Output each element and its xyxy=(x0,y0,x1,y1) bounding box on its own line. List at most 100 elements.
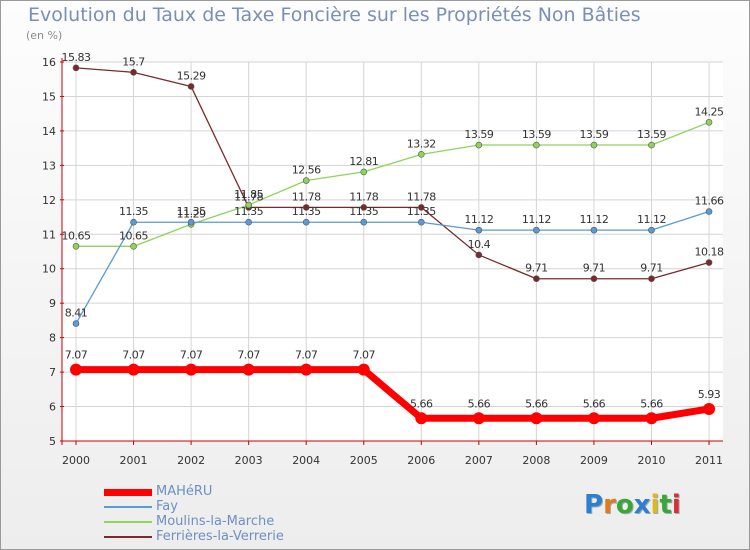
data-label: 15.7 xyxy=(122,55,145,68)
data-label: 11.85 xyxy=(234,188,263,201)
data-label: 13.32 xyxy=(407,137,436,150)
data-point xyxy=(590,141,598,149)
y-tick-label: 8 xyxy=(49,332,56,345)
data-point xyxy=(187,218,195,226)
x-tick-label: 2003 xyxy=(235,454,263,467)
y-tick-label: 16 xyxy=(42,56,56,69)
x-tick-label: 2007 xyxy=(465,454,493,467)
data-label: 15.29 xyxy=(177,69,206,82)
data-point xyxy=(302,204,310,211)
data-label: 11.12 xyxy=(522,213,551,226)
logo-letter: o xyxy=(615,490,634,520)
y-tick-label: 11 xyxy=(42,228,56,241)
y-tick-label: 14 xyxy=(42,125,56,138)
data-label: 13.59 xyxy=(637,128,666,141)
data-label: 5.66 xyxy=(640,397,663,410)
y-tick-label: 10 xyxy=(42,263,56,276)
data-label: 11.78 xyxy=(407,190,436,203)
data-label: 11.35 xyxy=(349,205,378,218)
plot-area xyxy=(62,62,723,441)
data-label: 7.07 xyxy=(122,349,145,362)
data-label: 5.66 xyxy=(410,397,433,410)
logo-letter: P xyxy=(584,490,604,520)
data-label: 11.29 xyxy=(177,207,206,220)
data-point xyxy=(300,363,313,376)
data-point xyxy=(360,218,368,226)
logo-letter: i xyxy=(671,490,681,520)
data-label: 12.81 xyxy=(349,155,378,168)
data-label: 11.35 xyxy=(177,205,206,218)
legend-swatch-maheru xyxy=(104,489,152,496)
data-label: 5.93 xyxy=(698,388,721,401)
legend-label: Fay xyxy=(156,499,178,514)
data-label: 13.59 xyxy=(464,128,493,141)
data-point xyxy=(302,218,310,226)
data-point xyxy=(590,226,598,234)
data-label: 11.66 xyxy=(695,195,724,208)
data-label: 5.66 xyxy=(583,397,606,410)
y-tick-label: 13 xyxy=(42,159,56,172)
data-point xyxy=(70,363,82,376)
data-point xyxy=(127,363,140,376)
data-point xyxy=(648,141,655,149)
logo-letter: i xyxy=(650,490,660,520)
data-label: 5.66 xyxy=(468,397,491,410)
legend-label: Moulins-la-Marche xyxy=(156,514,275,529)
data-label: 7.07 xyxy=(353,349,376,362)
data-label: 7.07 xyxy=(65,349,88,362)
data-point xyxy=(705,259,713,266)
y-tick-label: 9 xyxy=(49,297,56,310)
data-label: 13.59 xyxy=(579,128,608,141)
data-label: 11.12 xyxy=(579,213,608,226)
x-tick-label: 2004 xyxy=(292,454,320,467)
x-tick-label: 2006 xyxy=(407,454,435,467)
data-label: 13.59 xyxy=(522,128,551,141)
series-line-0 xyxy=(76,366,710,422)
data-point xyxy=(130,218,137,226)
data-point xyxy=(705,208,713,215)
data-point xyxy=(648,226,655,234)
data-label: 9.71 xyxy=(583,262,606,275)
data-point xyxy=(72,64,80,72)
data-point xyxy=(703,402,716,415)
data-label: 11.35 xyxy=(292,205,321,218)
x-tick-label: 2008 xyxy=(522,454,550,467)
data-point xyxy=(417,151,425,158)
data-label: 11.35 xyxy=(234,205,263,218)
proxiti-logo: Proxiti xyxy=(584,490,681,520)
data-point xyxy=(472,412,485,425)
data-point xyxy=(187,83,195,90)
data-label: 9.71 xyxy=(640,262,663,275)
data-label: 9.71 xyxy=(525,262,548,275)
data-label: 7.07 xyxy=(180,349,203,362)
data-point xyxy=(530,412,543,425)
data-point xyxy=(590,275,598,283)
data-point xyxy=(302,177,310,184)
data-point xyxy=(417,218,425,226)
x-tick-label: 2009 xyxy=(580,454,608,467)
data-label: 11.35 xyxy=(407,205,436,218)
logo-letter: t xyxy=(659,490,672,520)
logo-letter: x xyxy=(633,490,651,520)
data-label: 11.78 xyxy=(234,190,263,203)
series-line-1 xyxy=(75,210,710,324)
data-point xyxy=(475,226,483,234)
data-point xyxy=(533,141,540,149)
y-tick-label: 5 xyxy=(49,435,56,448)
data-label: 7.07 xyxy=(237,349,260,362)
y-tick-label: 15 xyxy=(42,90,56,103)
legend-label: Ferrières-la-Verrerie xyxy=(156,529,284,544)
data-point xyxy=(705,118,713,126)
data-point xyxy=(533,275,540,283)
line-chart: 5 6 7 8 9 10 11 12 13 14 15 16 2000 2001 2002 2003 2004 2… xyxy=(42,51,725,467)
data-point xyxy=(645,412,658,425)
y-tick-label: 12 xyxy=(42,194,56,207)
x-tick-label: 2002 xyxy=(177,454,205,467)
data-point xyxy=(72,320,80,327)
data-label: 11.78 xyxy=(349,190,378,203)
legend-swatch-moulins xyxy=(104,521,152,523)
y-tick-label: 7 xyxy=(49,366,56,379)
x-tick-label: 2010 xyxy=(638,454,666,467)
data-label: 8.41 xyxy=(65,307,88,320)
